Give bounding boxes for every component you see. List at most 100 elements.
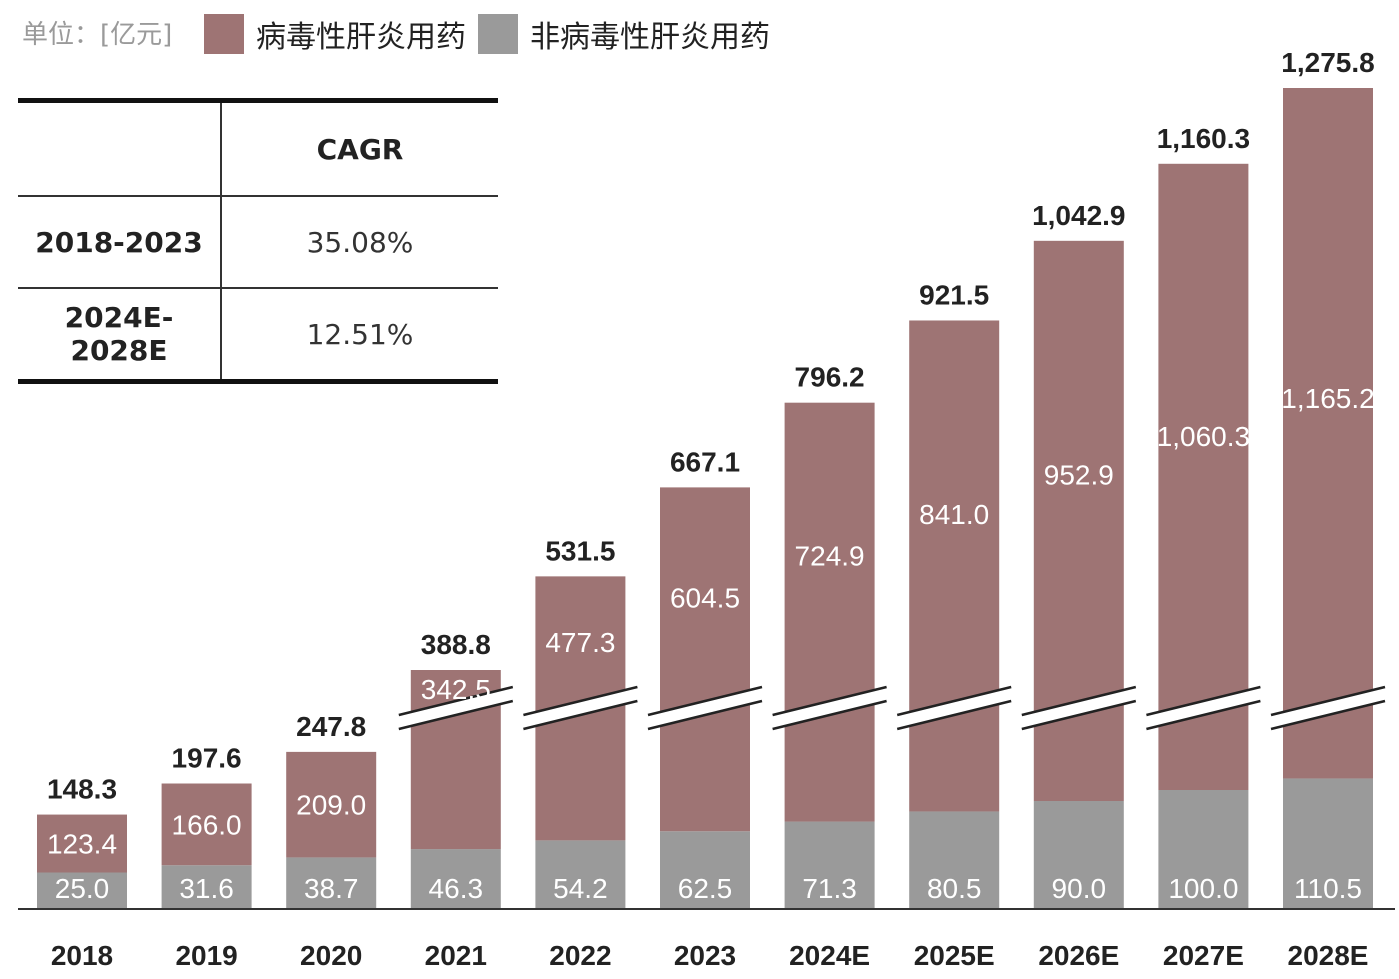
data-label-total: 796.2 [795,362,865,393]
data-label-total: 148.3 [47,774,117,805]
data-label-total: 921.5 [919,279,989,310]
cagr-table-header-cagr: CAGR [316,132,404,166]
cagr-period-cell: 2018-2023 [18,196,222,288]
data-label-total: 388.8 [421,629,491,660]
x-tick-label: 2022 [549,940,611,971]
axis-break-line [647,685,763,717]
bar-segment-viral [784,402,875,822]
legend-nonviral: 非病毒性肝炎用药 [478,12,770,56]
x-tick-label: 2026E [1038,940,1119,971]
cagr-value-cell: 35.08% [306,225,414,259]
data-label-nonviral: 46.3 [429,873,484,904]
bar-segment-nonviral [535,840,626,908]
axis-break-line [647,699,763,731]
axis-break-line [523,699,638,731]
bar-segment-viral [1158,163,1249,790]
axis-break-line [1021,699,1137,731]
bar-segment-nonviral [660,831,750,908]
legend-nonviral-label: 非病毒性肝炎用药 [530,20,770,55]
axis-break-line [1021,685,1137,717]
bar-segment-nonviral [1283,778,1373,908]
axis-break-gap [1144,687,1263,729]
x-tick-label: 2025E [914,940,995,971]
legend-viral: 病毒性肝炎用药 [204,12,466,56]
bar-segment-viral [909,320,1000,812]
cagr-period-cell: 2024E-2028E [18,288,222,382]
data-label-viral: 209.0 [296,790,366,821]
data-label-total: 531.5 [545,535,615,566]
cagr-table-row: 2024E-2028E 12.51% [18,288,498,382]
axis-break-line [1270,699,1386,731]
axis-break-gap [397,687,515,729]
axis-break-gap [521,687,640,729]
axis-break-line [523,685,638,717]
data-label-viral: 1,165.2 [1281,383,1374,414]
cagr-value-cell: 12.51% [306,317,414,351]
bar-segment-nonviral [1033,801,1124,908]
axis-break-line [398,685,514,717]
legend-viral-swatch [204,14,244,54]
x-tick-label: 2023 [674,940,736,971]
bar-segment-viral [1283,88,1373,779]
data-label-nonviral: 100.0 [1168,873,1238,904]
bar-segment-nonviral [161,865,252,908]
data-label-total: 667.1 [670,446,740,477]
axis-break-line [1270,685,1386,717]
axis-break-gap [770,687,889,729]
axis-break-line [398,699,514,731]
bar-segment-viral [660,487,750,832]
axis-break-gap [1020,687,1138,729]
x-tick-label: 2020 [300,940,362,971]
data-label-nonviral: 31.6 [179,873,234,904]
axis-break-line [1146,699,1261,731]
data-label-total: 1,275.8 [1281,47,1374,78]
data-label-nonviral: 110.5 [1294,873,1362,904]
data-label-nonviral: 54.2 [553,873,608,904]
axis-break-line [896,699,1012,731]
cagr-table-header-row: CAGR [18,100,498,196]
x-tick-label: 2019 [175,940,237,971]
axis-break-gap [895,687,1013,729]
x-tick-label: 2021 [425,940,487,971]
data-label-viral: 841.0 [919,499,989,530]
data-label-viral: 477.3 [545,627,615,658]
cagr-table: CAGR 2018-2023 35.08% 2024E-2028E 12.51% [18,98,498,384]
bar-segment-viral [37,814,127,873]
bar-segment-nonviral [286,857,377,908]
bar-segment-nonviral [909,811,1000,908]
data-label-nonviral: 71.3 [802,873,857,904]
data-label-viral: 166.0 [172,809,242,840]
data-label-viral: 342.5 [421,674,491,705]
bar-segment-nonviral [784,821,875,908]
cagr-table-header-empty [18,100,222,196]
x-tick-label: 2028E [1288,940,1369,971]
bar-segment-nonviral [37,872,127,908]
bar-segment-nonviral [1158,790,1249,908]
data-label-nonviral: 38.7 [304,873,359,904]
axis-break-gap [646,687,764,729]
data-label-total: 197.6 [172,743,242,774]
axis-break-line [772,685,887,717]
axis-break-gap [1269,687,1387,729]
legend-viral-label: 病毒性肝炎用药 [256,20,466,55]
data-label-total: 1,160.3 [1157,123,1250,154]
x-tick-label: 2018 [51,940,113,971]
bar-segment-viral [286,751,377,858]
bar-segment-nonviral [410,849,501,908]
data-label-nonviral: 90.0 [1052,873,1107,904]
data-label-nonviral: 25.0 [55,873,110,904]
axis-break-line [772,699,887,731]
data-label-viral: 123.4 [47,829,117,860]
legend-nonviral-swatch [478,14,518,54]
data-label-nonviral: 62.5 [678,873,733,904]
axis-break-line [896,685,1012,717]
cagr-table-row: 2018-2023 35.08% [18,196,498,288]
data-label-viral: 1,060.3 [1157,421,1250,452]
data-label-total: 247.8 [296,711,366,742]
data-label-total: 1,042.9 [1032,200,1125,231]
x-tick-label: 2027E [1163,940,1244,971]
unit-label: 单位：[亿元] [22,20,173,50]
axis-break-line [1146,685,1261,717]
